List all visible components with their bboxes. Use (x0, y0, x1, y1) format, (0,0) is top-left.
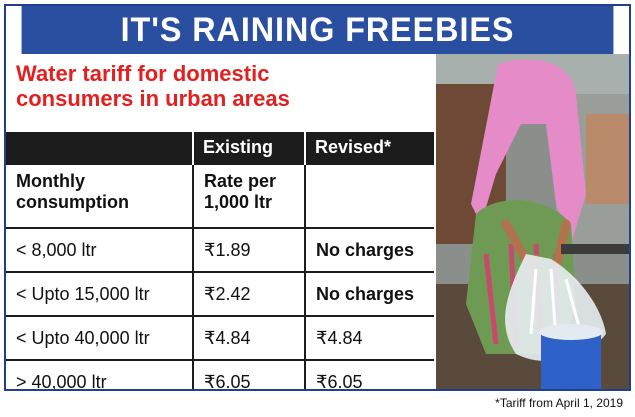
table-row: < Upto 40,000 ltr ₹4.84 ₹4.84 (6, 315, 434, 360)
label-rate: Rate per 1,000 ltr (192, 163, 305, 228)
cell-consumption: > 40,000 ltr (6, 359, 193, 389)
infographic-frame: IT'S RAINING FREEBIES Water tariff for d… (4, 4, 631, 391)
cell-consumption: < Upto 40,000 ltr (6, 315, 193, 360)
label-rate-line-1: Rate per (204, 171, 277, 191)
cell-existing: ₹1.89 (192, 227, 305, 272)
cell-revised: ₹6.05 (304, 359, 434, 389)
subtitle: Water tariff for domestic consumers in u… (16, 61, 426, 111)
cell-revised: No charges (304, 271, 434, 316)
header-blank (6, 132, 193, 164)
header-existing: Existing (192, 132, 305, 164)
table-header-row: Existing Revised* (6, 132, 434, 164)
cell-consumption: < Upto 15,000 ltr (6, 271, 193, 316)
cell-existing: ₹6.05 (192, 359, 305, 389)
cell-revised: No charges (304, 227, 434, 272)
table-label-row: Monthly consumption Rate per 1,000 ltr (6, 163, 434, 228)
label-consumption-line-1: Monthly (16, 171, 85, 191)
subtitle-line-2: consumers in urban areas (16, 86, 290, 111)
footnote: *Tariff from April 1, 2019 (495, 396, 623, 410)
woman-collecting-water-photo (436, 54, 629, 389)
tariff-table: Existing Revised* Monthly consumption Ra… (6, 132, 434, 389)
table-row: < Upto 15,000 ltr ₹2.42 No charges (6, 271, 434, 316)
header-revised: Revised* (304, 132, 434, 164)
table-row: < 8,000 ltr ₹1.89 No charges (6, 227, 434, 272)
cell-existing: ₹4.84 (192, 315, 305, 360)
banner-title: IT'S RAINING FREEBIES (21, 6, 614, 54)
label-revised-empty (304, 163, 434, 228)
label-rate-line-2: 1,000 ltr (204, 192, 273, 212)
label-consumption: Monthly consumption (6, 163, 193, 228)
label-consumption-line-2: consumption (16, 192, 129, 212)
table-row: > 40,000 ltr ₹6.05 ₹6.05 (6, 359, 434, 389)
cell-consumption: < 8,000 ltr (6, 227, 193, 272)
subtitle-line-1: Water tariff for domestic (16, 61, 270, 86)
cell-revised: ₹4.84 (304, 315, 434, 360)
cell-existing: ₹2.42 (192, 271, 305, 316)
